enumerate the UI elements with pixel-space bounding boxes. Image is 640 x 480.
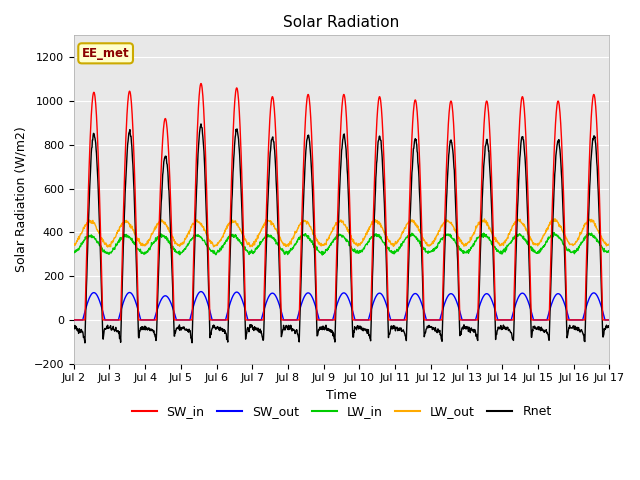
Y-axis label: Solar Radiation (W/m2): Solar Radiation (W/m2) xyxy=(15,127,28,273)
LW_out xyxy=(425,242,433,248)
SW_out xyxy=(176,317,184,323)
SW_in xyxy=(249,317,257,323)
Rnet xyxy=(70,325,77,331)
Line: SW_out: SW_out xyxy=(74,291,609,320)
SW_out xyxy=(495,317,502,323)
Rnet xyxy=(189,298,197,303)
Line: Rnet: Rnet xyxy=(74,124,609,343)
Rnet xyxy=(605,324,613,330)
LW_in xyxy=(550,229,558,235)
SW_out xyxy=(70,317,77,323)
LW_in xyxy=(249,250,257,256)
Text: EE_met: EE_met xyxy=(82,47,129,60)
LW_out xyxy=(605,241,613,247)
SW_in xyxy=(189,286,196,292)
LW_in xyxy=(542,239,550,245)
Rnet xyxy=(81,340,89,346)
LW_in xyxy=(189,235,196,241)
SW_out xyxy=(605,317,613,323)
LW_in xyxy=(495,249,502,255)
LW_in xyxy=(605,249,613,254)
SW_in xyxy=(176,317,184,323)
Rnet xyxy=(177,324,184,330)
Legend: SW_in, SW_out, LW_in, LW_out, Rnet: SW_in, SW_out, LW_in, LW_out, Rnet xyxy=(127,400,557,423)
LW_out xyxy=(495,241,502,247)
SW_in xyxy=(542,317,550,323)
SW_in xyxy=(70,317,77,323)
LW_out xyxy=(189,221,197,227)
LW_out xyxy=(70,241,77,247)
SW_out xyxy=(197,288,205,294)
SW_in xyxy=(425,317,433,323)
Rnet xyxy=(425,323,433,328)
SW_in xyxy=(605,317,613,323)
SW_out xyxy=(542,317,550,323)
Rnet xyxy=(495,326,503,332)
SW_out xyxy=(425,317,433,323)
LW_in xyxy=(319,252,326,258)
X-axis label: Time: Time xyxy=(326,389,357,402)
LW_out xyxy=(177,243,184,249)
SW_out xyxy=(189,306,196,312)
Rnet xyxy=(250,325,257,331)
LW_in xyxy=(176,252,184,258)
Line: LW_in: LW_in xyxy=(74,232,609,255)
SW_out xyxy=(249,317,257,323)
SW_in xyxy=(197,81,205,86)
Line: SW_in: SW_in xyxy=(74,84,609,320)
Line: LW_out: LW_out xyxy=(74,219,609,247)
Rnet xyxy=(542,327,550,333)
LW_in xyxy=(425,250,433,255)
LW_in xyxy=(70,250,77,255)
Title: Solar Radiation: Solar Radiation xyxy=(284,15,400,30)
LW_out xyxy=(551,216,559,222)
SW_in xyxy=(495,317,502,323)
LW_out xyxy=(542,228,550,233)
LW_out xyxy=(249,242,257,248)
Rnet xyxy=(197,121,205,127)
LW_out xyxy=(104,244,111,250)
